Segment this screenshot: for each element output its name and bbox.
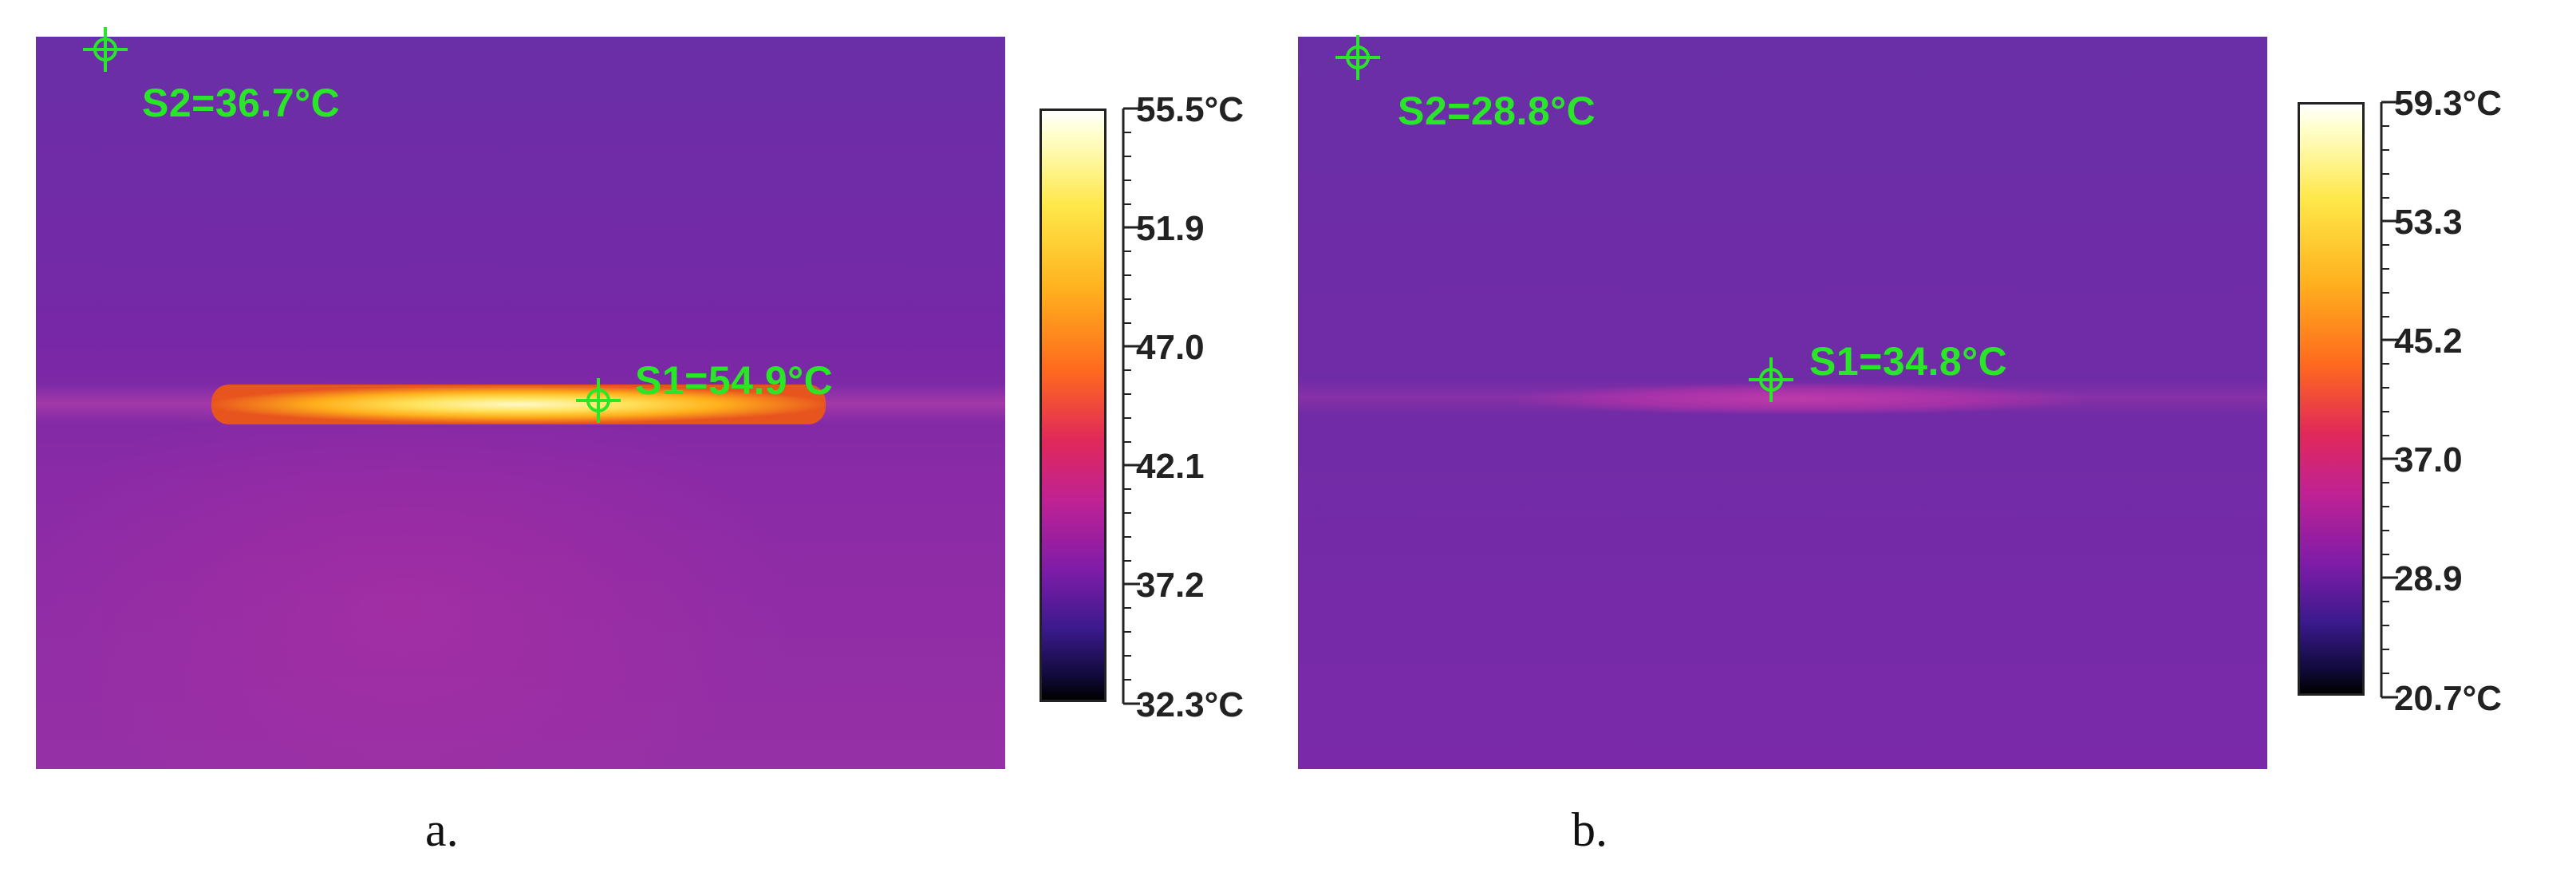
spot-s1-label-a: S1=54.9°C: [635, 358, 834, 403]
scale-tick-label-a: 47.0: [1136, 328, 1205, 367]
spot-s2-label-a: S2=36.7°C: [142, 81, 341, 125]
scale-tick-label-b: 45.2: [2394, 322, 2463, 361]
scale-ticks-a: [1122, 107, 1140, 705]
heated-strip-a: [211, 385, 826, 424]
scale-tick-label-a: 42.1: [1136, 447, 1205, 486]
scale-tick-label-b: 37.0: [2394, 440, 2463, 479]
thermal-panel-b: S2=28.8°C S1=34.8°C 59.3°C 53.3 45.2 37.…: [1284, 0, 2576, 872]
scale-max-label-a: 55.5°C: [1136, 90, 1245, 129]
heated-strip-b: [1513, 381, 2088, 416]
scale-tick-label-b: 28.9: [2394, 559, 2463, 598]
scale-max-label-b: 59.3°C: [2394, 84, 2503, 123]
panel-caption-b: b.: [1572, 803, 1608, 856]
thermal-panel-a: S2=36.7°C S1=54.9°C 55.5°C 51.9 47.0 42.…: [0, 0, 1284, 872]
spot-s1-crosshair-b: [1749, 357, 1793, 402]
temperature-scale-bar-a: [1039, 109, 1107, 702]
spot-s1-crosshair-a: [576, 378, 621, 423]
thermal-image-b: [1298, 37, 2267, 769]
panel-caption-a: a.: [425, 803, 459, 856]
spot-s2-crosshair-a: [83, 27, 128, 72]
spot-s1-label-b: S1=34.8°C: [1809, 339, 2008, 384]
spot-s2-label-b: S2=28.8°C: [1398, 89, 1596, 133]
scale-min-label-b: 20.7°C: [2394, 679, 2503, 718]
spot-s2-crosshair-b: [1335, 35, 1380, 80]
thermal-image-a: [36, 37, 1005, 769]
scale-tick-label-a: 37.2: [1136, 566, 1205, 605]
scale-ticks-b: [2380, 101, 2398, 699]
scale-tick-label-a: 51.9: [1136, 209, 1205, 248]
scale-min-label-a: 32.3°C: [1136, 685, 1245, 724]
temperature-scale-bar-b: [2298, 102, 2365, 696]
scale-tick-label-b: 53.3: [2394, 203, 2463, 242]
